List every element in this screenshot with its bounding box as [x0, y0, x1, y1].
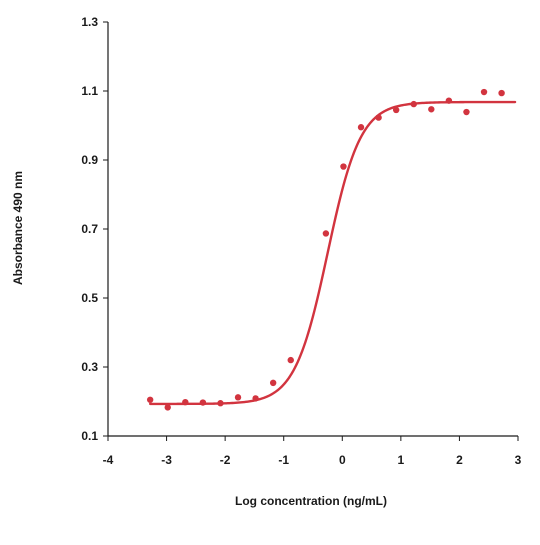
y-tick-label: 0.1	[81, 429, 98, 443]
data-point	[199, 399, 207, 406]
y-tick-label: 1.3	[81, 15, 98, 29]
axes: 0.1 0.3 0.5 0.7 0.9 1.1 1.3 -4 -3 -2 -1 0 1 2 3	[81, 15, 521, 467]
y-tick-label: 0.7	[81, 222, 98, 236]
x-tick-label: -1	[278, 453, 289, 467]
x-tick-label: -2	[220, 453, 231, 467]
fit-curve-layer	[148, 100, 517, 406]
data-point	[445, 97, 453, 104]
x-tick-label: 1	[398, 453, 405, 467]
x-tick-label: -3	[161, 453, 172, 467]
y-tick-label: 1.1	[81, 84, 98, 98]
x-axis-title: Log concentration (ng/mL)	[235, 494, 387, 508]
fit-curve	[148, 100, 517, 406]
data-point	[287, 356, 294, 364]
y-axis-title: Absorbance 490 nm	[11, 171, 25, 285]
x-tick-label: 3	[515, 453, 522, 467]
data-point	[463, 108, 470, 116]
x-tick-label: -4	[103, 453, 114, 467]
data-point	[357, 124, 365, 131]
data-point	[322, 230, 330, 237]
x-tick-label: 0	[339, 453, 346, 467]
data-point	[234, 394, 242, 401]
data-points-layer	[146, 88, 505, 411]
data-point	[340, 163, 347, 170]
y-tick-label: 0.3	[81, 360, 98, 374]
y-tick-label: 0.5	[81, 291, 98, 305]
data-point	[252, 395, 259, 402]
data-point	[392, 106, 400, 114]
data-point	[480, 88, 488, 96]
data-point	[217, 400, 224, 407]
data-point	[428, 106, 435, 113]
data-point	[146, 396, 154, 403]
data-point	[269, 379, 277, 387]
y-tick-label: 0.9	[81, 153, 98, 167]
x-tick-label: 2	[456, 453, 463, 467]
data-point	[182, 398, 189, 406]
data-point	[375, 114, 382, 121]
data-point	[410, 100, 417, 108]
data-point	[498, 89, 505, 97]
data-point	[164, 404, 171, 411]
